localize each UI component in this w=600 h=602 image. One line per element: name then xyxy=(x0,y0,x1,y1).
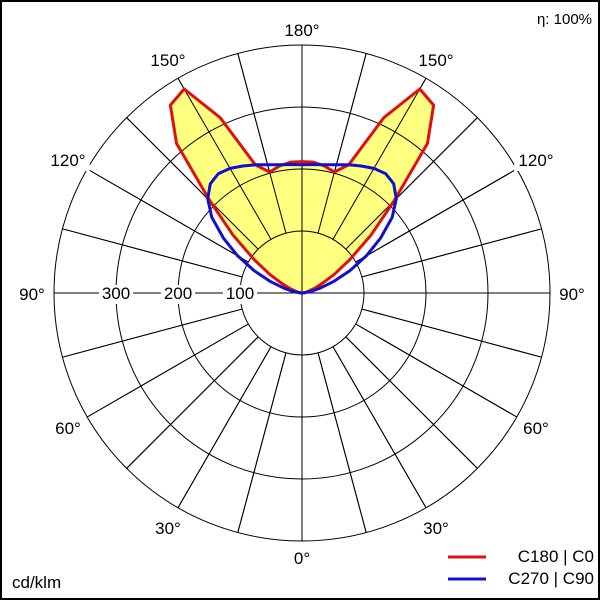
radial-gridline-over xyxy=(86,168,249,263)
angle-label-left-upper: 120° xyxy=(50,151,85,170)
radial-gridline-over xyxy=(355,323,518,418)
radial-gridline-over xyxy=(361,228,542,278)
radial-gridline-over xyxy=(126,336,259,469)
angle-label-right-upper-bg xyxy=(514,152,558,171)
angle-label-upper-left: 150° xyxy=(150,51,185,70)
angle-label-right: 90° xyxy=(559,285,585,304)
angle-label-left-upper-bg xyxy=(46,152,90,171)
radial-gridline-over xyxy=(355,168,518,263)
radial-gridline-over xyxy=(62,228,243,278)
radial-gridline-over xyxy=(237,352,287,533)
radial-gridline-over xyxy=(345,336,478,469)
radial-gridline-over xyxy=(317,352,367,533)
radial-gridline-over xyxy=(62,308,243,358)
angle-label-upper-left-bg xyxy=(146,52,190,71)
legend: C180 | C0 C270 | C90 xyxy=(448,547,594,588)
angle-label-left-lower-bg xyxy=(50,420,86,439)
angle-label-left-lower: 60° xyxy=(55,419,81,438)
angle-label-top: 180° xyxy=(284,21,319,40)
angle-label-lower-left: 30° xyxy=(155,519,181,538)
r-tick-label-200: 200 xyxy=(164,284,192,303)
angle-label-bottom-bg xyxy=(289,550,315,569)
legend-label-1: C270 | C90 xyxy=(508,569,594,588)
angle-label-left-bg xyxy=(14,286,50,305)
r-tick-label-300: 300 xyxy=(102,284,130,303)
angle-label-right-bg xyxy=(554,286,590,305)
angle-label-lower-right: 30° xyxy=(423,519,449,538)
radial-gridline-over xyxy=(332,77,427,240)
polar-labels: 100 200 300 180° 150° 150° 120° 120° 90° 90° 60° 60… xyxy=(14,21,590,569)
angle-label-top-bg xyxy=(280,22,324,41)
radial-gridline-over xyxy=(177,77,272,240)
angle-label-lower-left-bg xyxy=(150,520,186,539)
angle-label-bottom: 0° xyxy=(294,549,310,568)
series-line-0 xyxy=(168,87,436,295)
radial-gridline-over xyxy=(345,117,478,250)
radial-gridline-over xyxy=(177,346,272,509)
r-tick-label-100-bg xyxy=(222,285,258,304)
angle-label-left: 90° xyxy=(19,285,45,304)
radial-gridline-over xyxy=(361,308,542,358)
r-tick-label-100: 100 xyxy=(226,284,254,303)
r-tick-label-300-bg xyxy=(98,285,134,304)
r-tick-label-200-bg xyxy=(160,285,196,304)
radial-gridline-over xyxy=(126,117,259,250)
angle-label-upper-right-bg xyxy=(414,52,458,71)
angle-label-right-upper: 120° xyxy=(518,151,553,170)
angle-label-right-lower: 60° xyxy=(523,419,549,438)
angle-label-right-lower-bg xyxy=(518,420,554,439)
radial-gridline-over xyxy=(332,346,427,509)
unit-label: cd/klm xyxy=(12,573,61,592)
radial-gridline-over xyxy=(237,53,287,234)
radial-gridline-over xyxy=(317,53,367,234)
angle-label-upper-right: 150° xyxy=(418,51,453,70)
radial-gridline-over xyxy=(86,323,249,418)
efficiency-label: η: 100% xyxy=(537,11,592,28)
series-line-1 xyxy=(206,163,398,295)
angle-label-lower-right-bg xyxy=(418,520,454,539)
legend-label-0: C180 | C0 xyxy=(518,547,594,566)
